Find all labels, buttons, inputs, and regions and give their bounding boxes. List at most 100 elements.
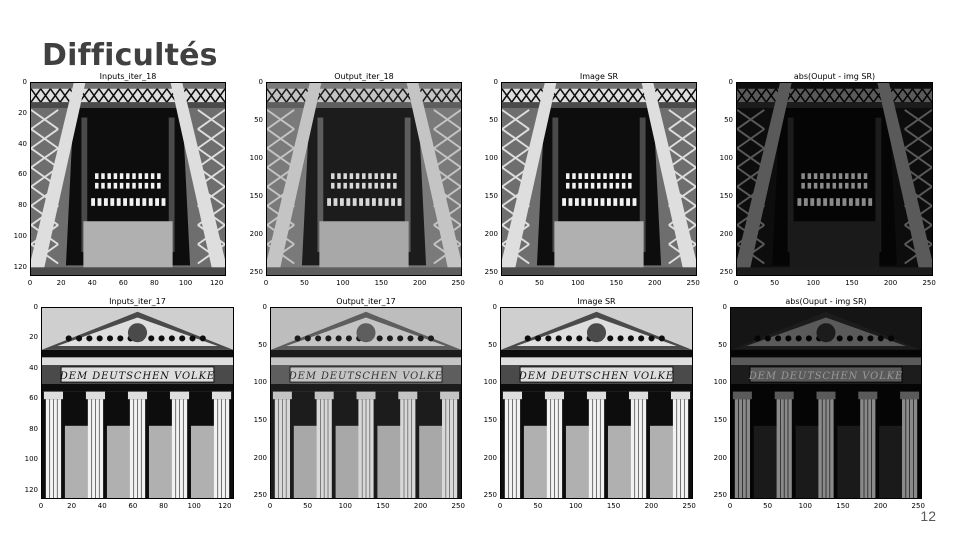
y-tick-label: 100 [249,154,263,163]
panel-image [266,82,462,276]
x-tick-label: 250 [686,279,700,287]
y-tick-label: 200 [713,453,727,462]
y-tick-label: 100 [24,455,38,464]
panel-image: DEM DEUTSCHEN VOLKE [730,307,922,499]
y-tick-label: 50 [258,340,267,349]
y-tick-label: 150 [483,415,497,424]
figure-panel-p8: abs(Ouput - img SR) DEM DEUTSCHEN VOLKE 0 5… [714,297,925,510]
y-tick-label: 250 [483,491,497,500]
y-tick-label: 200 [719,230,733,239]
y-tick-label: 200 [483,453,497,462]
y-tick-label: 250 [719,268,733,277]
y-tick-label: 100 [484,154,498,163]
y-tick-label: 80 [18,201,27,210]
figure-panel-p6: Output_iter_17 DEM DEUTSCHEN VOLKE 0 50 100 1… [254,297,465,510]
y-tick-label: 0 [262,303,267,311]
x-tick-label: 60 [118,279,128,287]
y-tick-label: 150 [713,415,727,424]
x-tick-label: 50 [533,502,543,510]
x-tick-label: 200 [644,502,659,510]
x-tick-label: 50 [299,279,309,287]
panel-title: Inputs_iter_18 [99,72,157,81]
y-tick-label: 250 [484,268,498,277]
figure-panel-p1: Inputs_iter_18 0 20 40 60 80 100 120 0 20 40 60 80 10… [14,72,226,287]
x-tick-label: 40 [87,279,97,287]
y-tick-label: 100 [483,378,497,387]
y-tick-label: 50 [254,116,263,125]
inscription-text: DEM DEUTSCHEN VOLKE [748,371,903,382]
x-tick-label: 200 [883,279,898,287]
y-tick-label: 100 [253,378,267,387]
x-tick-label: 40 [97,502,107,510]
x-tick-label: 20 [67,502,77,510]
y-tick-label: 150 [484,192,498,201]
x-tick-label: 150 [376,502,390,510]
y-tick-label: 0 [728,78,733,86]
x-tick-label: 150 [374,279,388,287]
x-tick-label: 0 [267,502,273,510]
y-tick-label: 0 [33,303,38,311]
x-tick-label: 150 [836,502,850,510]
y-tick-label: 50 [724,116,733,125]
x-tick-label: 200 [873,502,888,510]
figure-panel-p7: Image SR DEM DEUTSCHEN VOLKE 0 50 100 150 200 2… [484,297,696,510]
x-tick-label: 50 [770,279,780,287]
panel-title: Image SR [577,297,616,306]
x-tick-label: 250 [922,279,936,287]
x-tick-label: 200 [413,279,427,287]
y-tick-label: 0 [258,78,263,86]
panel-image [501,82,697,276]
x-tick-label: 0 [497,502,503,510]
x-tick-label: 0 [498,279,504,287]
panel-title: abs(Ouput - img SR) [793,72,876,81]
y-tick-label: 120 [24,485,38,494]
x-tick-label: 100 [798,502,812,510]
y-tick-label: 120 [13,262,27,271]
y-tick-label: 150 [253,415,267,424]
inscription-text: DEM DEUTSCHEN VOLKE [288,371,443,382]
x-tick-label: 100 [338,502,352,510]
x-tick-label: 0 [263,279,269,287]
x-tick-label: 100 [806,279,820,287]
y-tick-label: 0 [492,303,497,311]
inscription-text: DEM DEUTSCHEN VOLKE [59,371,215,382]
figure-panel-p5: Inputs_iter_17 DEM DEUTSCHEN VOLKE 0 20 40 60… [25,297,234,510]
x-tick-label: 50 [303,502,313,510]
y-tick-label: 250 [249,268,263,277]
x-tick-label: 100 [187,502,201,510]
y-tick-label: 100 [713,378,727,387]
y-tick-label: 100 [13,231,27,240]
figure-panel-p3: Image SR 0 50 100 150 200 250 0 50 100 150 200 250 [485,72,700,287]
y-tick-label: 20 [29,333,38,342]
y-tick-label: 150 [249,192,263,201]
y-tick-label: 50 [488,340,497,349]
y-tick-label: 0 [493,78,498,86]
x-tick-label: 0 [27,279,33,287]
x-tick-label: 0 [727,502,733,510]
panel-image [30,82,226,276]
y-tick-label: 40 [18,139,27,148]
y-tick-label: 200 [484,230,498,239]
x-tick-label: 120 [209,279,224,287]
y-tick-label: 150 [719,192,733,201]
figure-panel-p4: abs(Ouput - img SR) 0 50 100 150 200 250 0 50 100… [720,72,936,287]
y-tick-label: 50 [718,340,727,349]
slide-title: Difficultés [42,38,218,73]
y-tick-label: 250 [713,491,727,500]
y-tick-label: 50 [489,116,498,125]
panel-title: Inputs_iter_17 [109,297,166,306]
x-tick-label: 250 [911,502,925,510]
y-tick-label: 20 [18,108,27,117]
page-number: 12 [920,508,936,524]
x-tick-label: 100 [568,502,583,510]
panel-image: DEM DEUTSCHEN VOLKE [500,307,693,499]
y-tick-label: 200 [249,230,263,239]
panel-image [736,82,933,276]
y-tick-label: 200 [253,453,267,462]
panel-title: Output_iter_17 [336,297,396,306]
x-tick-label: 60 [128,502,138,510]
x-tick-label: 80 [159,502,168,510]
x-tick-label: 0 [38,502,44,510]
x-tick-label: 120 [218,502,232,510]
x-tick-label: 150 [606,502,621,510]
